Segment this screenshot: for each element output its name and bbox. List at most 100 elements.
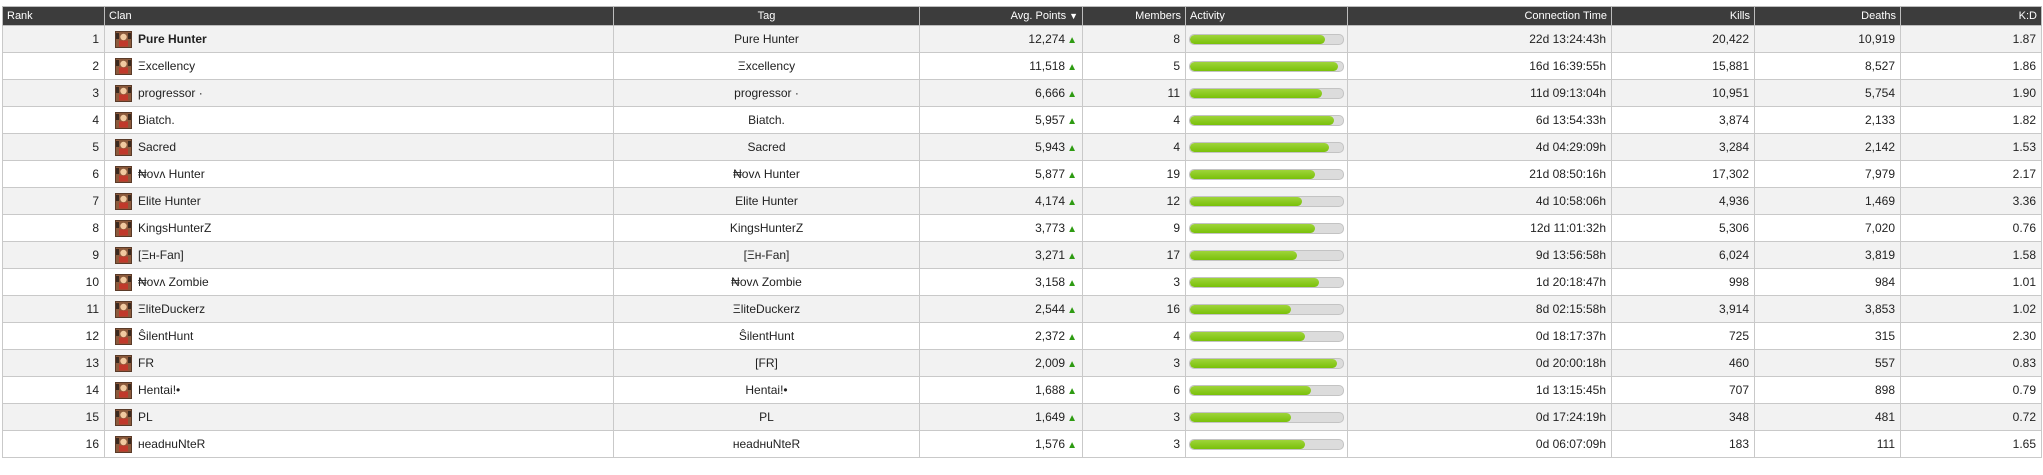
activity-cell [1185, 322, 1348, 350]
activity-cell [1185, 268, 1348, 296]
deaths-cell: 2,142 [1754, 133, 1901, 161]
table-row[interactable]: 1 Pure Hunter Pure Hunter 12,274 ▲ 8 22d 13:24… [2, 25, 2042, 53]
activity-bar [1189, 195, 1344, 207]
clan-ranking-table: Rank Clan Tag Avg. Points ▼ Members Activ… [2, 6, 2042, 458]
clan-cell: Elite Hunter [104, 187, 614, 215]
deaths-cell: 984 [1754, 268, 1901, 296]
rank-cell: 3 [2, 79, 105, 107]
members-cell: 4 [1082, 133, 1186, 161]
clan-name-link[interactable]: [Ξʜ-Fan] [138, 248, 184, 262]
clan-cell: Ξxcellency [104, 52, 614, 80]
rank-cell: 15 [2, 403, 105, 431]
table-row[interactable]: 2 Ξxcellency Ξxcellency 11,518 ▲ 5 16d 16:39:5… [2, 52, 2042, 80]
clan-name-link[interactable]: ₦ovʌ Hunter [138, 167, 205, 181]
rank-cell: 7 [2, 187, 105, 215]
header-avg-points[interactable]: Avg. Points ▼ [919, 6, 1083, 26]
activity-bar [1189, 87, 1344, 99]
table-row[interactable]: 9 [Ξʜ-Fan] [Ξʜ-Fan] 3,271 ▲ 17 9d 13:56:58h 6,0… [2, 241, 2042, 269]
clan-name-link[interactable]: Biatch. [138, 113, 175, 127]
activity-cell [1185, 106, 1348, 134]
clan-name-link[interactable]: Elite Hunter [138, 194, 201, 208]
clan-avatar-icon [115, 246, 132, 264]
activity-bar-fill [1190, 412, 1291, 422]
connection-time-cell: 1d 20:18:47h [1347, 268, 1612, 296]
members-cell: 3 [1082, 403, 1186, 431]
clan-name-link[interactable]: KingsHunterZ [138, 221, 212, 235]
deaths-cell: 2,133 [1754, 106, 1901, 134]
connection-time-cell: 0d 18:17:37h [1347, 322, 1612, 350]
table-row[interactable]: 11 ΞliteDuckerz ΞliteDuckerz 2,544 ▲ 16 8d 02:… [2, 295, 2042, 323]
header-connection-time[interactable]: Connection Time [1347, 6, 1612, 26]
activity-cell [1185, 430, 1348, 458]
tag-cell: Elite Hunter [613, 187, 920, 215]
clan-name-link[interactable]: ŜilentHunt [138, 329, 194, 343]
table-row[interactable]: 13 FR [FR] 2,009 ▲ 3 0d 20:00:18h 460 557 0.83 [2, 349, 2042, 377]
connection-time-cell: 0d 20:00:18h [1347, 349, 1612, 377]
clan-avatar-icon [115, 408, 132, 426]
activity-bar-fill [1190, 385, 1311, 395]
clan-name-link[interactable]: Hentai!• [138, 383, 181, 397]
activity-bar-fill [1190, 61, 1339, 71]
table-row[interactable]: 16 ʜeadʜuNteR ʜeadʜuNteR 1,576 ▲ 3 0d 06:07:09… [2, 430, 2042, 458]
clan-name-link[interactable]: ΞliteDuckerz [138, 302, 206, 316]
clan-name-link[interactable]: progressor · [138, 86, 203, 100]
deaths-cell: 1,469 [1754, 187, 1901, 215]
activity-bar [1189, 411, 1344, 423]
clan-name-link[interactable]: Ξxcellency [138, 59, 196, 73]
tag-cell: [FR] [613, 349, 920, 377]
activity-bar-fill [1190, 169, 1316, 179]
members-cell: 4 [1082, 106, 1186, 134]
connection-time-cell: 16d 16:39:55h [1347, 52, 1612, 80]
tag-cell: [Ξʜ-Fan] [613, 241, 920, 269]
clan-name-link[interactable]: ʜeadʜuNteR [138, 437, 206, 451]
header-deaths[interactable]: Deaths [1754, 6, 1901, 26]
header-kills[interactable]: Kills [1611, 6, 1755, 26]
header-members[interactable]: Members [1082, 6, 1186, 26]
clan-avatar-icon [115, 192, 132, 210]
avg-points-cell: 3,158 ▲ [919, 268, 1083, 296]
clan-name-link[interactable]: Pure Hunter [138, 32, 207, 46]
header-rank[interactable]: Rank [2, 6, 105, 26]
table-row[interactable]: 12 ŜilentHunt ŜilentHunt 2,372 ▲ 4 0d 18:17:37… [2, 322, 2042, 350]
activity-bar [1189, 141, 1344, 153]
clan-name-link[interactable]: Sacred [138, 140, 177, 154]
header-kd[interactable]: K:D [1900, 6, 2042, 26]
clan-name-link[interactable]: ₦ovʌ Zombie [138, 275, 209, 289]
table-row[interactable]: 15 PL PL 1,649 ▲ 3 0d 17:24:19h 348 481 0.72 [2, 403, 2042, 431]
table-row[interactable]: 7 Elite Hunter Elite Hunter 4,174 ▲ 12 4d 10:5… [2, 187, 2042, 215]
kd-cell: 0.76 [1900, 214, 2042, 242]
clan-avatar-icon [115, 354, 132, 372]
deaths-cell: 7,979 [1754, 160, 1901, 188]
members-cell: 3 [1082, 349, 1186, 377]
deaths-cell: 898 [1754, 376, 1901, 404]
activity-cell [1185, 295, 1348, 323]
clan-name-link[interactable]: FR [138, 356, 154, 370]
tag-cell: Biatch. [613, 106, 920, 134]
kills-cell: 4,936 [1611, 187, 1755, 215]
avg-points-cell: 12,274 ▲ [919, 25, 1083, 53]
activity-bar [1189, 276, 1344, 288]
avg-points-cell: 2,372 ▲ [919, 322, 1083, 350]
table-row[interactable]: 5 Sacred Sacred 5,943 ▲ 4 4d 04:29:09h 3,284 2,1… [2, 133, 2042, 161]
header-tag[interactable]: Tag [613, 6, 920, 26]
connection-time-cell: 1d 13:15:45h [1347, 376, 1612, 404]
avg-points-cell: 5,957 ▲ [919, 106, 1083, 134]
header-activity[interactable]: Activity [1185, 6, 1348, 26]
table-row[interactable]: 3 progressor · progressor · 6,666 ▲ 11 11d 09:… [2, 79, 2042, 107]
header-clan[interactable]: Clan [104, 6, 614, 26]
clan-cell: progressor · [104, 79, 614, 107]
clan-name-link[interactable]: PL [138, 410, 153, 424]
table-row[interactable]: 14 Hentai!• Hentai!• 1,688 ▲ 6 1d 13:15:45h 707… [2, 376, 2042, 404]
table-row[interactable]: 10 ₦ovʌ Zombie ₦ovʌ Zombie 3,158 ▲ 3 1d 20:18:… [2, 268, 2042, 296]
kd-cell: 1.58 [1900, 241, 2042, 269]
tag-cell: ŜilentHunt [613, 322, 920, 350]
members-cell: 12 [1082, 187, 1186, 215]
activity-bar-fill [1190, 304, 1291, 314]
table-row[interactable]: 8 KingsHunterZ KingsHunterZ 3,773 ▲ 9 12d 11:0… [2, 214, 2042, 242]
table-row[interactable]: 6 ₦ovʌ Hunter ₦ovʌ Hunter 5,877 ▲ 19 21d 08:50… [2, 160, 2042, 188]
rank-cell: 10 [2, 268, 105, 296]
rank-cell: 14 [2, 376, 105, 404]
kd-cell: 1.87 [1900, 25, 2042, 53]
kills-cell: 348 [1611, 403, 1755, 431]
table-row[interactable]: 4 Biatch. Biatch. 5,957 ▲ 4 6d 13:54:33h 3,874 2… [2, 106, 2042, 134]
